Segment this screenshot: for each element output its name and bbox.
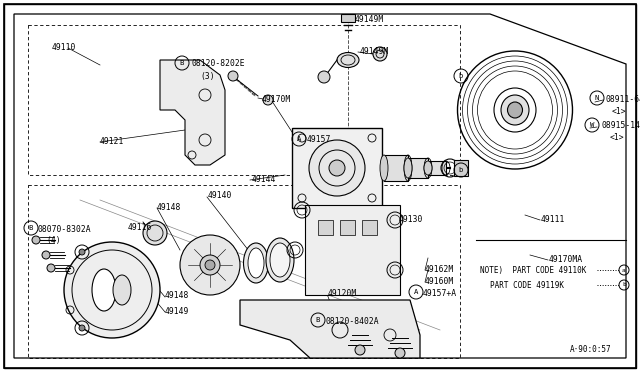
Text: 08120-8402A: 08120-8402A — [325, 317, 379, 326]
Text: 49144: 49144 — [252, 174, 276, 183]
Bar — [340, 220, 355, 235]
Circle shape — [309, 140, 365, 196]
Bar — [305, 205, 400, 295]
Text: 08915-1421A: 08915-1421A — [601, 122, 640, 131]
Circle shape — [64, 242, 160, 338]
Text: 49120M: 49120M — [328, 289, 357, 298]
Ellipse shape — [337, 52, 359, 67]
Circle shape — [329, 160, 345, 176]
Text: 49170M: 49170M — [262, 94, 291, 103]
Bar — [454, 160, 468, 176]
Bar — [384, 155, 408, 181]
Ellipse shape — [113, 275, 131, 305]
Text: 49157+A: 49157+A — [423, 289, 457, 298]
Circle shape — [32, 236, 40, 244]
Ellipse shape — [248, 248, 264, 278]
Text: b: b — [622, 282, 626, 288]
Text: <1>: <1> — [610, 134, 625, 142]
Bar — [362, 220, 377, 235]
Text: 49140: 49140 — [208, 192, 232, 201]
Text: 49149M: 49149M — [360, 46, 389, 55]
Ellipse shape — [270, 243, 290, 277]
Text: 08120-8202E: 08120-8202E — [192, 58, 246, 67]
Text: (4): (4) — [46, 237, 61, 246]
Circle shape — [47, 264, 55, 272]
Text: 49170MA: 49170MA — [549, 254, 583, 263]
Bar — [428, 161, 446, 175]
Circle shape — [42, 251, 50, 259]
Ellipse shape — [508, 102, 522, 118]
Circle shape — [263, 95, 273, 105]
Circle shape — [373, 47, 387, 61]
Text: B: B — [29, 225, 33, 231]
Ellipse shape — [380, 155, 388, 181]
Ellipse shape — [424, 161, 432, 175]
Text: 49149: 49149 — [165, 307, 189, 315]
Polygon shape — [160, 60, 225, 165]
Text: 49111: 49111 — [541, 215, 565, 224]
Bar — [341, 14, 355, 22]
Text: 08070-8302A: 08070-8302A — [38, 224, 92, 234]
Text: b: b — [459, 73, 463, 79]
Text: b: b — [459, 167, 463, 173]
Text: B: B — [180, 60, 184, 66]
Circle shape — [395, 348, 405, 358]
Text: A: A — [414, 289, 418, 295]
Text: W: W — [590, 122, 594, 128]
Circle shape — [318, 71, 330, 83]
Ellipse shape — [92, 269, 116, 311]
Ellipse shape — [266, 238, 294, 282]
Polygon shape — [292, 128, 382, 208]
Text: 49121: 49121 — [100, 137, 124, 145]
Text: 49157: 49157 — [307, 135, 332, 144]
Text: 49110: 49110 — [52, 44, 76, 52]
Polygon shape — [240, 300, 420, 358]
Circle shape — [79, 249, 85, 255]
Ellipse shape — [404, 158, 412, 178]
Circle shape — [228, 71, 238, 81]
Circle shape — [355, 345, 365, 355]
Bar — [408, 158, 428, 178]
Text: A: A — [297, 136, 301, 142]
Text: NOTE)  PART CODE 49110K: NOTE) PART CODE 49110K — [480, 266, 586, 275]
Circle shape — [205, 260, 215, 270]
Text: a: a — [622, 267, 626, 273]
Text: 49162M: 49162M — [425, 264, 454, 273]
Text: B: B — [316, 317, 320, 323]
Text: 49148: 49148 — [157, 203, 181, 212]
Bar — [318, 220, 333, 235]
Text: PART CODE 49119K: PART CODE 49119K — [490, 280, 564, 289]
Text: <1>: <1> — [612, 106, 627, 115]
Ellipse shape — [243, 243, 269, 283]
Circle shape — [143, 221, 167, 245]
Text: 49160M: 49160M — [425, 276, 454, 285]
Circle shape — [79, 325, 85, 331]
Text: 49130: 49130 — [399, 215, 424, 224]
Text: (3): (3) — [200, 71, 214, 80]
Text: 49149M: 49149M — [355, 15, 384, 23]
Text: 49148: 49148 — [165, 292, 189, 301]
Text: N: N — [595, 95, 599, 101]
Text: 49116: 49116 — [128, 224, 152, 232]
Circle shape — [200, 255, 220, 275]
Circle shape — [180, 235, 240, 295]
Text: 08911-6422A: 08911-6422A — [606, 94, 640, 103]
Ellipse shape — [501, 95, 529, 125]
Text: A·90:0:57: A·90:0:57 — [570, 346, 612, 355]
